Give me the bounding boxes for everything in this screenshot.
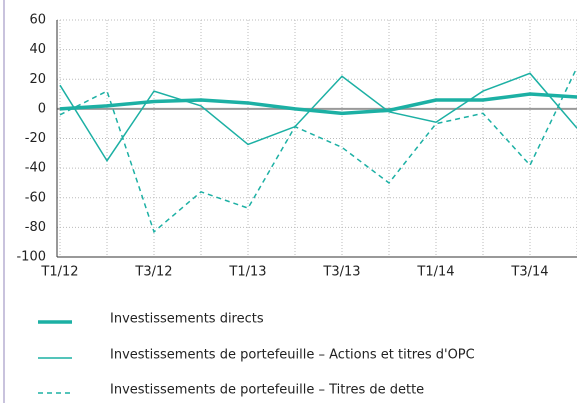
series-line: [59, 72, 577, 163]
legend-label: Investissements de portefeuille – Action…: [110, 348, 475, 363]
y-tick-label: 20: [29, 72, 46, 87]
legend-label: Investissements directs: [110, 312, 264, 327]
series-line: [59, 92, 577, 116]
x-tick-label: T1/12: [40, 265, 78, 280]
x-tick-label: T1/13: [228, 265, 266, 280]
x-tick-label: T1/14: [416, 265, 454, 280]
x-tick-label: T3/12: [134, 265, 172, 280]
x-tick-label: T3/13: [322, 265, 360, 280]
y-tick-label: -100: [16, 250, 46, 265]
y-tick-label: 40: [29, 42, 46, 57]
y-tick-label: 0: [38, 101, 46, 116]
y-tick-label: -40: [25, 161, 46, 176]
y-tick-label: 60: [29, 13, 46, 28]
series-line: [59, 67, 577, 234]
legend-label: Investissements de portefeuille – Titres…: [110, 383, 424, 398]
y-tick-label: -80: [25, 220, 46, 235]
y-tick-label: -60: [25, 190, 46, 205]
x-tick-label: T3/14: [510, 265, 548, 280]
y-tick-label: -20: [25, 131, 46, 146]
